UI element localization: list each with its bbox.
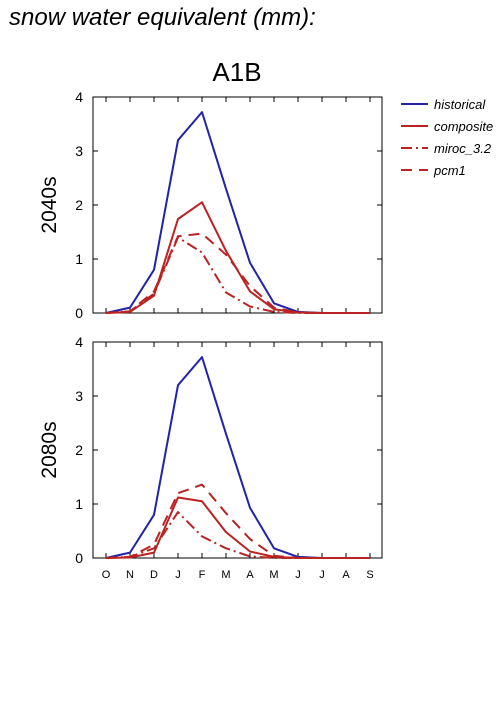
x-tick-label: D bbox=[150, 569, 158, 581]
x-tick-label: M bbox=[269, 569, 278, 581]
series-line-pcm1 bbox=[105, 483, 370, 559]
y-tick-label: 2 bbox=[75, 197, 83, 213]
x-tick-label: A bbox=[246, 569, 254, 581]
y-tick-label: 0 bbox=[75, 305, 83, 321]
y-tick-label: 1 bbox=[75, 251, 83, 267]
x-tick-label: J bbox=[295, 569, 301, 581]
series-line-pcm1 bbox=[105, 232, 370, 314]
legend-label: composite bbox=[434, 119, 493, 134]
legend-item-historical: historical bbox=[401, 97, 486, 112]
y-tick-label: 3 bbox=[75, 143, 83, 159]
x-tick-label: M bbox=[221, 569, 230, 581]
x-tick-label: A bbox=[342, 569, 350, 581]
x-tick-label: J bbox=[319, 569, 325, 581]
series-line-historical bbox=[105, 356, 370, 559]
panel-2040s: 0 1 2 3 4 2040s bbox=[38, 89, 383, 321]
series-line-historical bbox=[105, 111, 370, 314]
panels: 0 1 2 3 4 2040s 0 1 2 3 4 O N D J F M A M J J A S 2080s bbox=[38, 89, 383, 581]
x-tick-label: S bbox=[366, 569, 373, 581]
y-tick-label: 1 bbox=[75, 496, 83, 512]
legend-label: historical bbox=[434, 97, 486, 112]
x-tick-label: F bbox=[199, 569, 206, 581]
page-title: snow water equivalent (mm): bbox=[9, 4, 316, 31]
y-tick-label: 4 bbox=[75, 89, 83, 105]
y-tick-label: 3 bbox=[75, 388, 83, 404]
legend-label: pcm1 bbox=[433, 163, 466, 178]
y-tick-label: 0 bbox=[75, 550, 83, 566]
row-label-2080s: 2080s bbox=[38, 421, 61, 478]
x-tick-label: J bbox=[175, 569, 181, 581]
series-line-composite bbox=[105, 201, 370, 314]
series-line-miroc_3.2 bbox=[105, 511, 370, 559]
row-label-2040s: 2040s bbox=[38, 176, 61, 233]
legend-item-pcm1: pcm1 bbox=[401, 163, 466, 178]
panel-2080s: 0 1 2 3 4 O N D J F M A M J J A S 2080s bbox=[38, 334, 383, 581]
plot-frame bbox=[92, 96, 383, 314]
x-tick-label: O bbox=[102, 569, 111, 581]
y-tick-label: 4 bbox=[75, 334, 83, 350]
legend: historical composite miroc_3.2 pcm1 bbox=[401, 97, 493, 178]
legend-item-miroc_3.2: miroc_3.2 bbox=[401, 141, 492, 156]
scenario-subtitle: A1B bbox=[212, 57, 261, 87]
legend-label: miroc_3.2 bbox=[434, 141, 492, 156]
x-tick-label: N bbox=[126, 569, 134, 581]
legend-item-composite: composite bbox=[401, 119, 493, 134]
y-tick-label: 2 bbox=[75, 442, 83, 458]
